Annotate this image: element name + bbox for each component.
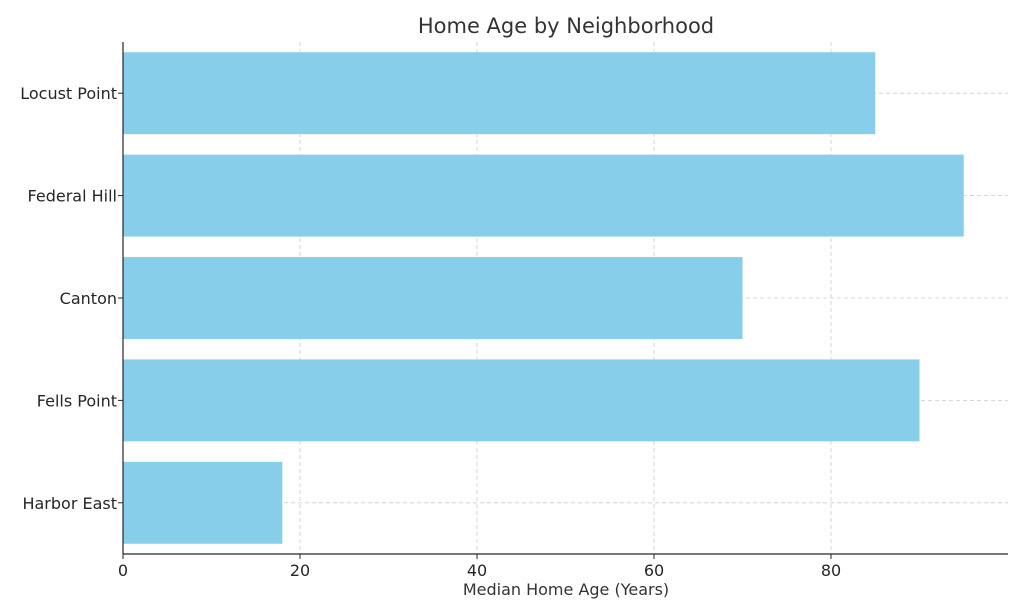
bar-harbor-east	[123, 461, 283, 544]
bars	[123, 52, 964, 544]
tick-labels: 0 20 40 60 80 Harbor East Fells Point Canton Fed…	[20, 84, 841, 580]
x-axis-label: Median Home Age (Years)	[463, 580, 669, 599]
y-tick-label: Federal Hill	[28, 187, 117, 206]
x-tick-label: 40	[467, 561, 487, 580]
x-tick-label: 60	[644, 561, 664, 580]
chart-title: Home Age by Neighborhood	[418, 14, 714, 38]
bar-locust-point	[123, 52, 876, 135]
x-tick-label: 20	[290, 561, 310, 580]
x-tick-label: 80	[821, 561, 841, 580]
y-tick-label: Locust Point	[20, 84, 117, 103]
y-tick-label: Canton	[60, 289, 117, 308]
axes	[118, 42, 1008, 559]
y-tick-label: Fells Point	[37, 391, 117, 410]
y-tick-label: Harbor East	[22, 494, 117, 513]
bar-federal-hill	[123, 154, 964, 237]
bar-canton	[123, 257, 743, 339]
x-tick-label: 0	[118, 561, 128, 580]
bar-fells-point	[123, 359, 920, 442]
